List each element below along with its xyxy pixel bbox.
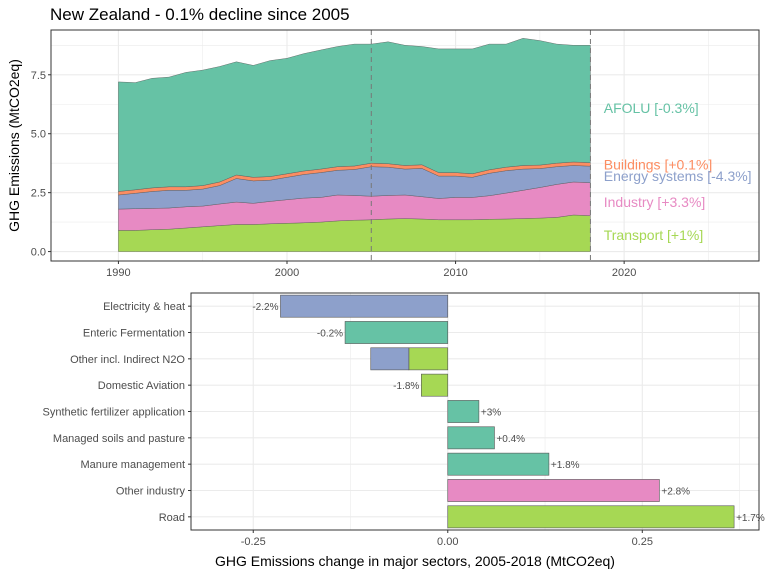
y-tick-label: 5.0 (31, 129, 46, 141)
x-tick-label: 0.25 (632, 536, 653, 548)
top-panel: 1990 2000 2010 2020 0.0 2.5 5.0 7.5 AFOLU [-0.3%… (6, 29, 760, 279)
x-axis-title: GHG Emissions change in major sectors, 2… (215, 553, 615, 569)
bar-afolu (447, 426, 495, 450)
bar-afolu (447, 400, 480, 423)
series-label-industry: Industry [+3.3%] (604, 194, 706, 210)
y-axis-title: GHG Emissions (MtCO2eq) (6, 59, 22, 232)
x-tick-label: 2000 (275, 267, 299, 279)
category-label: Other incl. Indirect N2O (70, 354, 185, 366)
bar-value-label: +1.8% (551, 460, 580, 471)
bottom-panel-border (190, 292, 760, 531)
category-label: Road (159, 512, 185, 524)
bar-afolu (447, 452, 550, 476)
top-panel-border (50, 29, 760, 262)
bottom-panel: -0.25 0.00 0.25 Electricity & heat Enteric F… (43, 292, 765, 569)
bar-value-label: -0.2% (317, 329, 343, 340)
bar-energy (370, 347, 410, 371)
category-label: Domestic Aviation (98, 380, 185, 392)
series-label-transport: Transport [+1%] (604, 227, 703, 243)
category-label: Electricity & heat (103, 301, 185, 313)
area-afolu (118, 38, 591, 192)
bar-value-label: -1.8% (393, 381, 419, 392)
bar-value-label: +3% (481, 408, 501, 419)
x-tick-label: 2010 (443, 267, 467, 279)
y-tick-label: 7.5 (31, 70, 46, 82)
bar-transport (421, 373, 449, 397)
series-label-afolu: AFOLU [-0.3%] (604, 100, 699, 116)
category-label: Synthetic fertilizer application (43, 407, 185, 419)
category-label: Managed soils and pasture (53, 433, 185, 445)
series-label-energy: Energy systems [-4.3%] (604, 168, 752, 184)
series-label-buildings: Buildings [+0.1%] (604, 156, 713, 172)
category-label: Other industry (116, 486, 186, 498)
x-tick-label: 2020 (612, 267, 636, 279)
y-tick-label: 0.0 (31, 247, 46, 259)
bar-transport (408, 347, 449, 371)
chart-title: New Zealand - 0.1% decline since 2005 (50, 5, 350, 24)
y-tick-label: 2.5 (31, 188, 46, 200)
bar-afolu (344, 321, 449, 344)
bar-value-label: +2.8% (661, 487, 690, 498)
x-tick-label: 1990 (106, 267, 130, 279)
x-tick-label: 0.00 (437, 536, 458, 548)
bar-transport (447, 505, 735, 529)
bar-value-label: +0.4% (496, 434, 525, 445)
bar-value-label: +1.7% (736, 513, 765, 524)
category-label: Manure management (80, 459, 185, 471)
category-label: Enteric Fermentation (83, 328, 185, 340)
bar-energy (280, 294, 449, 318)
bar-industry (447, 479, 660, 502)
bar-value-label: -2.2% (252, 302, 278, 313)
x-tick-label: -0.25 (241, 536, 266, 548)
